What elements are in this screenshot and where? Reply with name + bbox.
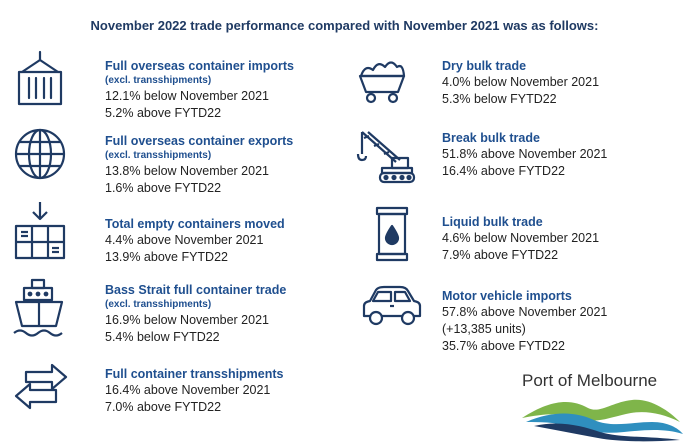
port-of-melbourne-logo-icon	[520, 392, 685, 447]
item-line: 16.4% above November 2021	[105, 383, 271, 397]
item-line: 5.3% below FYTD22	[442, 92, 557, 106]
item-liquid-bulk: Liquid bulk trade 4.6% below November 20…	[442, 214, 599, 264]
item-empty-containers: Total empty containers moved 4.4% above …	[105, 216, 285, 266]
item-line: 51.8% above November 2021	[442, 147, 608, 161]
item-title: Dry bulk trade	[442, 59, 527, 73]
item-title: Liquid bulk trade	[442, 215, 543, 229]
item-overseas-exports: Full overseas container exports (excl. t…	[105, 133, 293, 197]
item-title: Break bulk trade	[442, 131, 540, 145]
item-line: 57.8% above November 2021	[442, 305, 608, 319]
item-line: 16.4% above FYTD22	[442, 164, 565, 178]
item-line: 7.9% above FYTD22	[442, 248, 559, 262]
item-subtitle: (excl. transshipments)	[105, 75, 212, 86]
item-line: 4.6% below November 2021	[442, 231, 600, 245]
item-bass-strait: Bass Strait full container trade (excl. …	[105, 282, 286, 346]
item-line: 12.1% below November 2021	[105, 89, 269, 103]
item-line: 13.8% below November 2021	[105, 164, 269, 178]
ship-icon	[10, 278, 68, 345]
container-icon	[14, 50, 66, 113]
item-break-bulk: Break bulk trade 51.8% above November 20…	[442, 130, 607, 180]
item-line: 4.0% below November 2021	[442, 75, 600, 89]
item-line: 13.9% above FYTD22	[105, 250, 228, 264]
item-title: Total empty containers moved	[105, 217, 285, 231]
item-motor-vehicles: Motor vehicle imports 57.8% above Novemb…	[442, 288, 607, 355]
item-dry-bulk: Dry bulk trade 4.0% below November 2021 …	[442, 58, 599, 108]
mine-cart-icon	[355, 56, 409, 111]
item-title: Full overseas container exports	[105, 134, 294, 148]
item-overseas-imports: Full overseas container imports (excl. t…	[105, 58, 294, 122]
item-subtitle: (excl. transshipments)	[105, 299, 212, 310]
oil-drum-icon	[371, 206, 413, 269]
item-line: 16.9% below November 2021	[105, 313, 269, 327]
transship-arrows-icon	[12, 362, 70, 417]
car-icon	[360, 284, 424, 333]
port-of-melbourne-logo-text: Port of Melbourne	[522, 371, 658, 390]
empty-containers-icon	[12, 200, 68, 267]
item-line: 1.6% above FYTD22	[105, 181, 222, 195]
item-transshipments: Full container transshipments 16.4% abov…	[105, 366, 284, 416]
item-line: 5.4% below FYTD22	[105, 330, 220, 344]
item-subtitle: (excl. transshipments)	[105, 150, 212, 161]
item-title: Motor vehicle imports	[442, 289, 572, 303]
item-line: 7.0% above FYTD22	[105, 400, 222, 414]
item-line: 4.4% above November 2021	[105, 233, 264, 247]
item-title: Full overseas container imports	[105, 59, 294, 73]
crane-icon	[352, 128, 416, 193]
item-title: Bass Strait full container trade	[105, 283, 287, 297]
item-line: (+13,385 units)	[442, 322, 526, 336]
item-line: 5.2% above FYTD22	[105, 106, 222, 120]
globe-icon	[12, 126, 68, 187]
item-line: 35.7% above FYTD22	[442, 339, 565, 353]
item-title: Full container transshipments	[105, 367, 284, 381]
page-heading: November 2022 trade performance compared…	[90, 18, 599, 33]
